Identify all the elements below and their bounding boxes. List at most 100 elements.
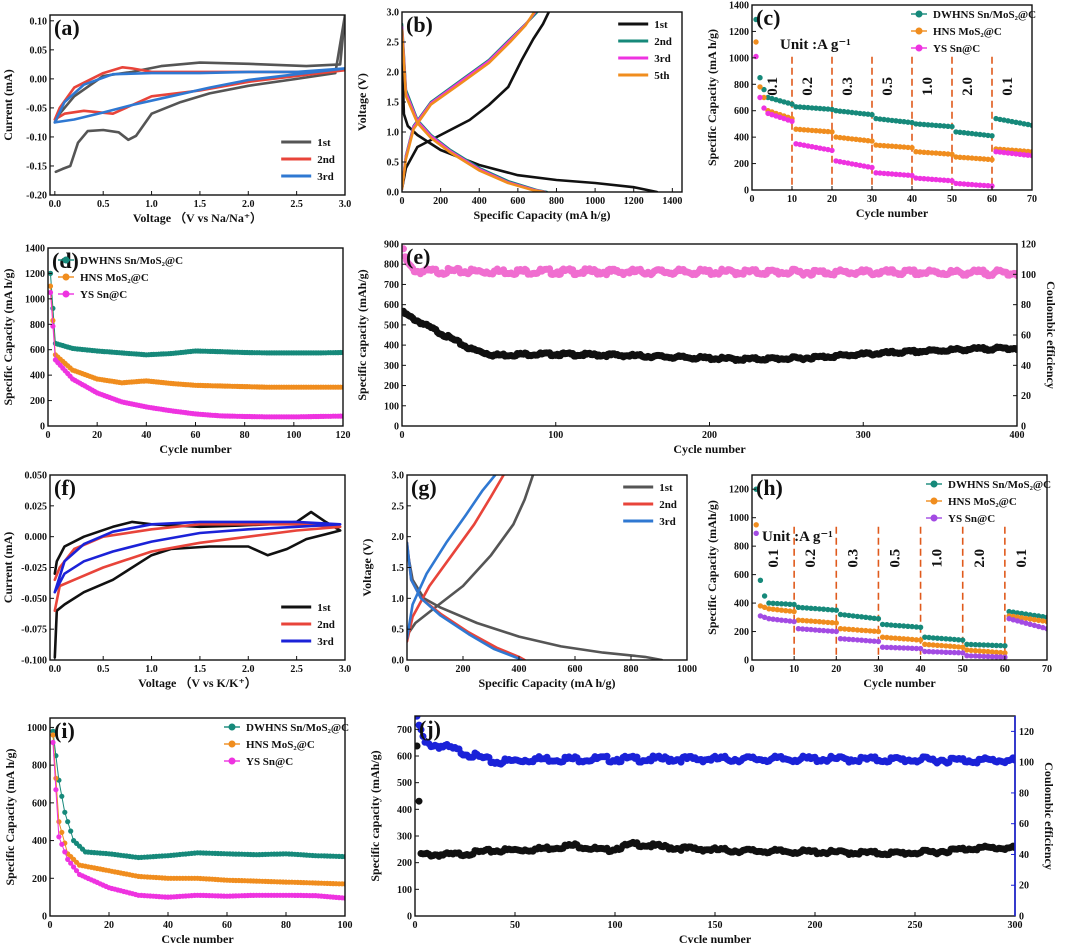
y-right-tick-label: 80 [1019,788,1029,799]
data-point [959,650,966,656]
series-1st [53,510,342,659]
x-tick-label: 3.0 [339,664,352,675]
data-point [875,628,882,635]
data-point [415,797,423,805]
y-tick-label: 1200 [25,269,45,280]
data-point [869,111,875,118]
x-axis-label: Voltage （V vs K/K⁺） [138,675,257,690]
series-hns-mos-c [753,522,1047,656]
series-3rd [407,541,524,660]
y-tick-label: 0.000 [25,532,48,543]
series-line [53,510,342,659]
y-tick-label: 0.025 [25,501,48,512]
data-point [829,129,835,135]
legend-marker [930,514,938,522]
y-tick-label: 3.0 [392,471,405,482]
data-point [757,577,764,583]
legend-marker [228,757,236,765]
plot-frame [751,4,1033,191]
series-line [402,52,659,192]
y-right-tick-label: 100 [1019,758,1034,769]
y-right-tick-label: 0 [1021,422,1026,433]
series-line [402,28,546,192]
series-connector [61,796,66,813]
x-tick-label: 800 [624,664,639,675]
series-capacity [402,307,1017,364]
x-tick-label: 100 [548,430,563,441]
y-axis-label: Current (mA) [1,69,15,140]
plot-area [753,486,1047,660]
plot-area [415,716,1015,860]
x-axis-label: Specific Capacity (mA h/g) [474,208,611,222]
plot-area [402,12,659,192]
y-tick-label: 800 [30,320,45,331]
data-point [949,123,955,130]
data-point [789,118,795,125]
x-tick-label: 150 [708,920,723,931]
x-tick-label: 400 [1010,430,1025,441]
legend-marker [930,497,938,505]
x-tick-label: 20 [827,194,837,205]
y-tick-label: -0.075 [21,625,47,636]
y-tick-label: -0.025 [21,563,47,574]
y-tick-label: -0.15 [26,161,47,172]
x-tick-label: 800 [549,196,564,207]
y-tick-label: -0.20 [26,191,47,202]
series-ys-sn-c [48,289,343,420]
data-point [909,145,915,151]
x-tick-label: 0 [46,430,51,441]
data-point [989,133,995,139]
x-tick-label: 300 [856,430,871,441]
legend-label: 1st [654,19,668,31]
y-right-tick-label: 20 [1019,881,1029,892]
legend-label: YS Sn@C [933,43,980,55]
series-dwhns-sn-mos-c [50,728,345,861]
series-connector [52,742,57,790]
legend-label: HNS MoS₂@C [80,272,149,284]
y-tick-label: 400 [384,341,399,352]
plot-frame [751,474,1048,661]
y-tick-label: 1.0 [387,128,400,139]
data-point [68,828,74,834]
x-tick-label: 10 [787,194,797,205]
y-right-tick-label: 40 [1021,361,1031,372]
y-tick-label: 1000 [25,294,45,305]
data-point [791,601,797,608]
y-tick-label: 600 [30,345,45,356]
series-1st-charge [407,475,535,637]
legend-marker [62,256,70,264]
legend-label: 5th [654,70,669,82]
x-tick-label: 0 [750,664,755,675]
x-tick-label: 20 [831,664,841,675]
x-tick-label: 20 [104,920,114,931]
legend-label: 1st [659,482,673,494]
data-point [59,841,65,847]
x-tick-label: 200 [433,196,448,207]
y-tick-label: 300 [397,832,412,843]
panel-label: (c) [756,5,780,30]
legend: 1st 2nd 3rd 5th [618,19,672,82]
x-tick-label: 80 [240,430,250,441]
data-point [761,593,768,599]
data-point [869,164,875,171]
rate-label: 0.1 [766,549,782,568]
data-point [761,105,767,111]
x-tick-label: 200 [456,664,471,675]
x-tick-label: 0 [405,664,410,675]
y-tick-label: 3.0 [387,8,400,19]
x-tick-label: 40 [916,664,926,675]
x-tick-label: 10 [789,664,799,675]
y-tick-label: 800 [384,260,399,271]
plot-area [407,475,664,660]
y-tick-label: 100 [397,885,412,896]
y-right-tick-label: 120 [1021,240,1036,251]
legend-label: 2nd [654,36,672,48]
legend: DWHNS Sn/MoS₂@C HNS MoS₂@C YS Sn@C [224,722,349,768]
y-tick-label: 400 [734,133,749,144]
x-tick-label: 1400 [662,196,682,207]
series-1st [53,15,345,174]
data-point [757,94,763,101]
x-axis-label: Voltage （V vs Na/Na⁺） [133,210,262,225]
x-tick-label: 1.5 [194,199,207,210]
